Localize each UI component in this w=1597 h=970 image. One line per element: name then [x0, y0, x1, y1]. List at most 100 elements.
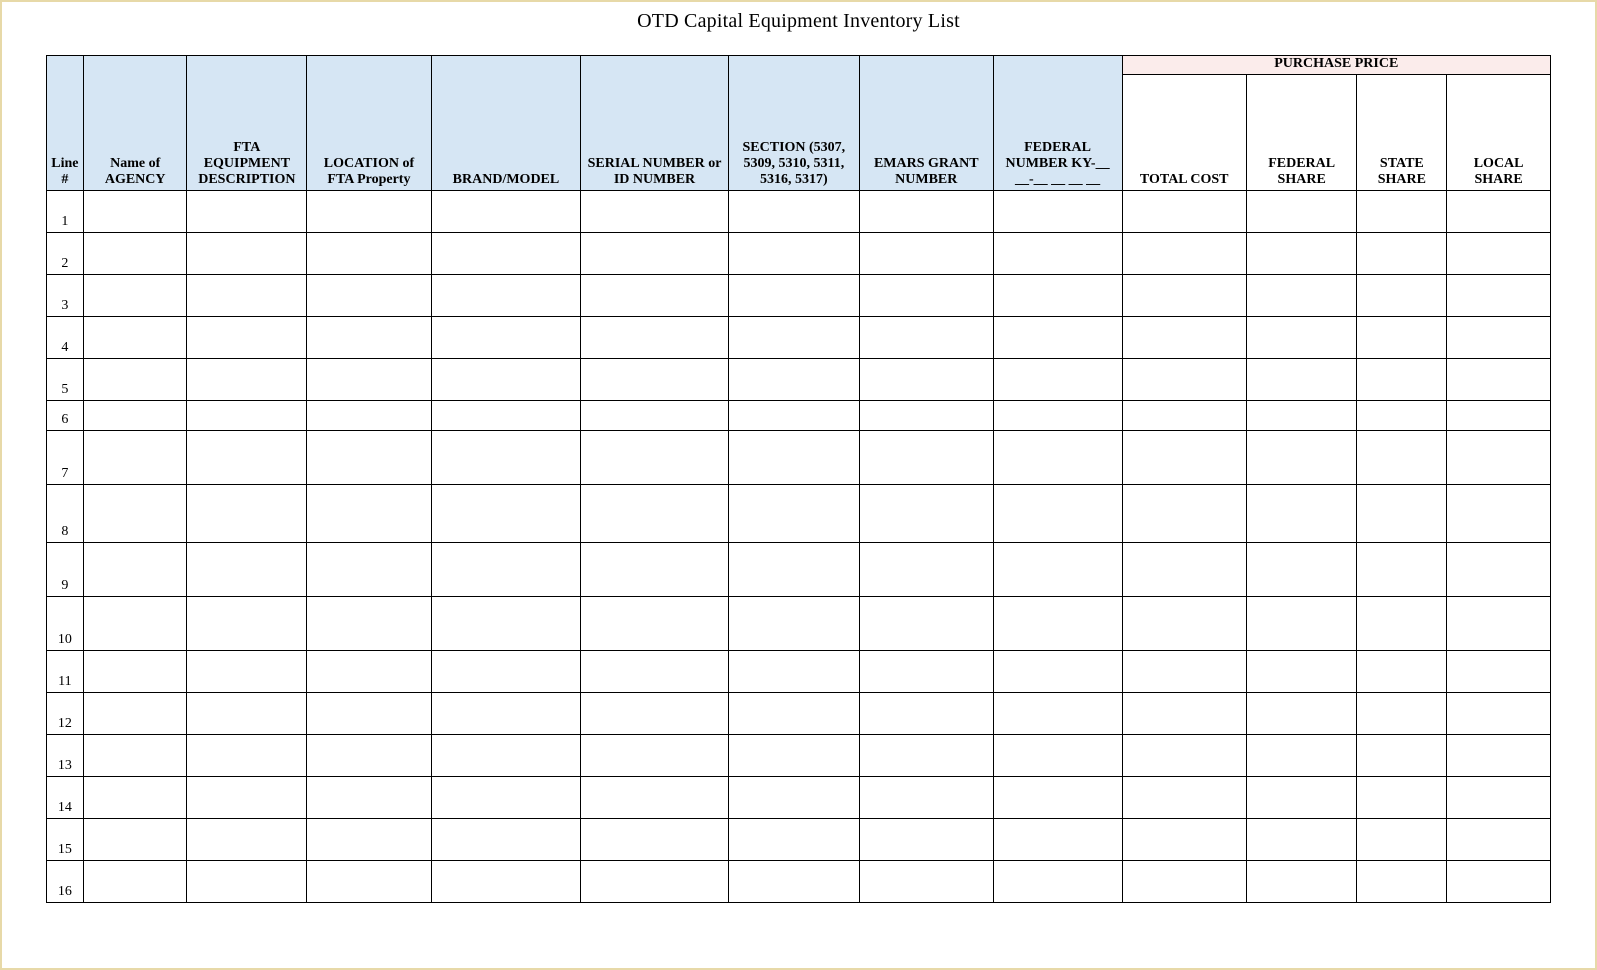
- data-cell-agency: [83, 543, 187, 597]
- data-cell-lshare: [1447, 693, 1551, 735]
- data-cell-loc: [307, 275, 431, 317]
- data-cell-fshare: [1246, 543, 1357, 597]
- data-cell-lshare: [1447, 597, 1551, 651]
- data-cell-total: [1122, 819, 1246, 861]
- data-cell-loc: [307, 359, 431, 401]
- data-cell-emars: [859, 317, 993, 359]
- data-cell-fshare: [1246, 597, 1357, 651]
- col-header-fshare: FEDERAL SHARE: [1246, 75, 1357, 191]
- data-cell-emars: [859, 819, 993, 861]
- data-cell-agency: [83, 819, 187, 861]
- data-cell-agency: [83, 693, 187, 735]
- data-cell-fta: [187, 651, 307, 693]
- table-row: 8: [47, 485, 1551, 543]
- col-header-loc: LOCATION of FTA Property: [307, 56, 431, 191]
- line-number-cell: 11: [47, 651, 84, 693]
- table-header: Line # Name of AGENCY FTA EQUIPMENT DESC…: [47, 56, 1551, 191]
- data-cell-brand: [431, 777, 581, 819]
- line-number-cell: 13: [47, 735, 84, 777]
- data-cell-lshare: [1447, 359, 1551, 401]
- data-cell-emars: [859, 735, 993, 777]
- col-header-emars: EMARS GRANT NUMBER: [859, 56, 993, 191]
- data-cell-fed: [993, 275, 1122, 317]
- table-row: 2: [47, 233, 1551, 275]
- table-row: 10: [47, 597, 1551, 651]
- data-cell-fed: [993, 861, 1122, 903]
- data-cell-agency: [83, 597, 187, 651]
- data-cell-serial: [581, 401, 728, 431]
- data-cell-lshare: [1447, 485, 1551, 543]
- data-cell-fshare: [1246, 359, 1357, 401]
- data-cell-fed: [993, 735, 1122, 777]
- data-cell-loc: [307, 777, 431, 819]
- data-cell-section: [728, 485, 859, 543]
- data-cell-section: [728, 317, 859, 359]
- data-cell-fshare: [1246, 735, 1357, 777]
- data-cell-agency: [83, 191, 187, 233]
- data-cell-fshare: [1246, 317, 1357, 359]
- data-cell-total: [1122, 543, 1246, 597]
- data-cell-fta: [187, 233, 307, 275]
- data-cell-sshare: [1357, 275, 1447, 317]
- data-cell-fshare: [1246, 233, 1357, 275]
- data-cell-serial: [581, 693, 728, 735]
- data-cell-emars: [859, 597, 993, 651]
- data-cell-section: [728, 359, 859, 401]
- data-cell-brand: [431, 819, 581, 861]
- data-cell-emars: [859, 233, 993, 275]
- data-cell-serial: [581, 431, 728, 485]
- data-cell-serial: [581, 735, 728, 777]
- line-number-cell: 1: [47, 191, 84, 233]
- data-cell-section: [728, 693, 859, 735]
- data-cell-loc: [307, 485, 431, 543]
- document-title: OTD Capital Equipment Inventory List: [46, 10, 1551, 33]
- data-cell-fed: [993, 651, 1122, 693]
- data-cell-sshare: [1357, 191, 1447, 233]
- data-cell-lshare: [1447, 651, 1551, 693]
- data-cell-loc: [307, 597, 431, 651]
- data-cell-serial: [581, 597, 728, 651]
- line-number-cell: 8: [47, 485, 84, 543]
- table-row: 9: [47, 543, 1551, 597]
- data-cell-fta: [187, 543, 307, 597]
- data-cell-agency: [83, 233, 187, 275]
- line-number-cell: 7: [47, 431, 84, 485]
- data-cell-lshare: [1447, 861, 1551, 903]
- data-cell-sshare: [1357, 317, 1447, 359]
- inventory-table: Line # Name of AGENCY FTA EQUIPMENT DESC…: [46, 55, 1551, 903]
- data-cell-lshare: [1447, 777, 1551, 819]
- data-cell-serial: [581, 651, 728, 693]
- data-cell-lshare: [1447, 317, 1551, 359]
- data-cell-total: [1122, 317, 1246, 359]
- data-cell-loc: [307, 543, 431, 597]
- data-cell-lshare: [1447, 543, 1551, 597]
- data-cell-fshare: [1246, 485, 1357, 543]
- data-cell-lshare: [1447, 233, 1551, 275]
- data-cell-fta: [187, 735, 307, 777]
- data-cell-emars: [859, 485, 993, 543]
- data-cell-serial: [581, 485, 728, 543]
- data-cell-sshare: [1357, 693, 1447, 735]
- data-cell-agency: [83, 735, 187, 777]
- data-cell-sshare: [1357, 431, 1447, 485]
- table-row: 6: [47, 401, 1551, 431]
- data-cell-emars: [859, 651, 993, 693]
- data-cell-loc: [307, 401, 431, 431]
- data-cell-agency: [83, 485, 187, 543]
- data-cell-section: [728, 431, 859, 485]
- data-cell-fed: [993, 543, 1122, 597]
- data-cell-emars: [859, 359, 993, 401]
- data-cell-section: [728, 233, 859, 275]
- data-cell-emars: [859, 401, 993, 431]
- data-cell-agency: [83, 359, 187, 401]
- data-cell-brand: [431, 735, 581, 777]
- data-cell-total: [1122, 431, 1246, 485]
- data-cell-brand: [431, 485, 581, 543]
- col-header-sshare: STATE SHARE: [1357, 75, 1447, 191]
- table-body: 12345678910111213141516: [47, 191, 1551, 903]
- data-cell-serial: [581, 819, 728, 861]
- data-cell-total: [1122, 233, 1246, 275]
- table-row: 5: [47, 359, 1551, 401]
- data-cell-fta: [187, 359, 307, 401]
- data-cell-fshare: [1246, 431, 1357, 485]
